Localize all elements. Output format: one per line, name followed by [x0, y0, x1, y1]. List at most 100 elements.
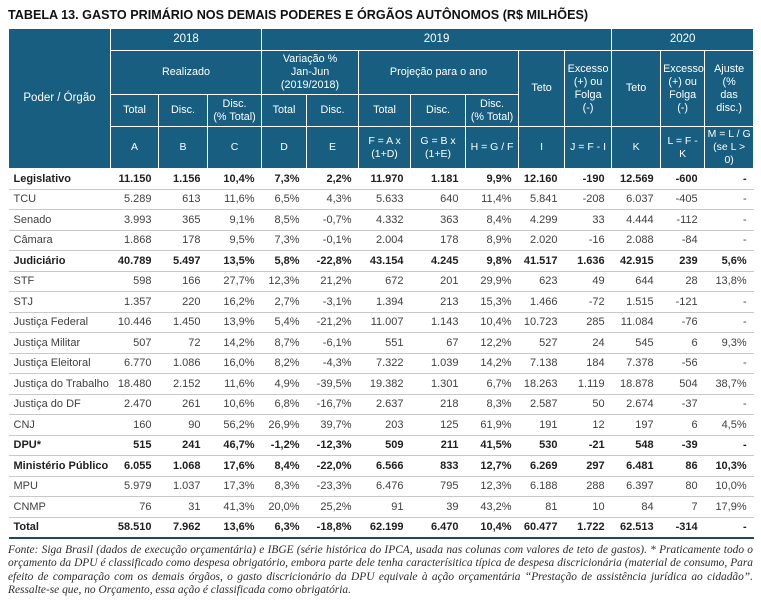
row-label: Justiça Federal	[8, 312, 111, 333]
cell-value: 507	[110, 332, 159, 354]
cell-value: 12.569	[611, 168, 661, 190]
cell-value: -600	[660, 168, 705, 190]
cell-value: -190	[564, 168, 612, 190]
cell-value: 4,9%	[261, 373, 307, 395]
cell-value: 1.119	[564, 373, 612, 395]
table-row: Ministério Público 6.055 1.068 17,6% 8,4% -22…	[8, 455, 754, 477]
cell-value: 644	[611, 271, 661, 292]
cell-value: -	[704, 168, 754, 190]
cell-value: -	[704, 230, 754, 251]
group-header-teto-2019: Teto	[518, 50, 566, 127]
cell-value: 2.637	[358, 394, 411, 415]
cell-value: -23,3%	[306, 476, 359, 497]
cell-value: -84	[660, 230, 705, 251]
cell-value: 2.004	[358, 230, 411, 251]
formula-c: C	[206, 126, 263, 169]
cell-value: 1.722	[564, 516, 612, 538]
cell-value: 5.497	[158, 250, 208, 272]
cell-value: 7.138	[518, 353, 565, 374]
cell-value: 7	[660, 496, 705, 518]
group-header-variacao: Variação % Jan-Jun (2019/2018)	[261, 50, 360, 95]
cell-value: 10,0%	[704, 476, 754, 497]
cell-value: 26,9%	[261, 414, 307, 436]
table-body: Legislativo 11.150 1.156 10,4% 7,3% 2,2% 11.97…	[8, 168, 754, 538]
cell-value: 201	[410, 271, 466, 292]
cell-value: 261	[158, 394, 208, 415]
cell-value: -	[704, 291, 754, 313]
cell-value: 363	[410, 209, 466, 231]
cell-value: 5,6%	[704, 250, 754, 272]
cell-value: 81	[518, 496, 565, 518]
row-label: Justiça Eleitoral	[8, 353, 111, 374]
cell-value: 2,2%	[306, 168, 359, 190]
group-header-ajuste: Ajuste (% das disc.)	[704, 50, 755, 127]
cell-value: 21,2%	[306, 271, 359, 292]
cell-value: -12,3%	[306, 434, 359, 456]
cell-value: -22,0%	[306, 455, 359, 477]
cell-value: 29,9%	[465, 271, 519, 292]
cell-value: 13,5%	[207, 250, 262, 272]
cell-value: -37	[660, 394, 705, 415]
cell-value: 8,4%	[261, 455, 307, 477]
cell-value: 11,6%	[207, 373, 262, 395]
cell-value: 6,8%	[261, 394, 307, 415]
formula-f: F = A x (1+D)	[358, 126, 412, 169]
cell-value: 184	[564, 353, 612, 374]
row-label: Justiça do Trabalho	[8, 373, 111, 395]
cell-value: -22,8%	[306, 250, 359, 272]
cell-value: 19.382	[358, 373, 411, 395]
cell-value: 14,2%	[465, 353, 519, 374]
cell-value: 62.513	[611, 516, 661, 538]
group-row: Realizado Variação % Jan-Jun (2019/2018)…	[9, 50, 755, 127]
cell-value: -76	[660, 312, 705, 333]
group-header-teto-2020: Teto	[611, 50, 662, 127]
cell-value: 1.039	[410, 353, 466, 374]
cell-value: 12,3%	[261, 271, 307, 292]
formula-j: J = F - I	[564, 126, 613, 169]
cell-value: 166	[158, 271, 208, 292]
year-row: Poder / Órgão 2018 2019 2020	[8, 28, 755, 169]
cell-value: 1.394	[358, 291, 411, 313]
cell-value: 7.962	[158, 516, 208, 538]
row-label: CNMP	[8, 496, 111, 518]
cell-value: 9,3%	[704, 332, 754, 354]
cell-value: 90	[158, 414, 208, 436]
budget-table: Poder / Órgão 2018 2019 2020 Realizado V…	[8, 28, 755, 539]
cell-value: -16,7%	[306, 394, 359, 415]
cell-value: 8,5%	[261, 209, 307, 231]
cell-value: 25,2%	[306, 496, 359, 518]
table-row: DPU* 515 241 46,7% -1,2% -12,3% 509 211 41,5% 530…	[8, 434, 754, 456]
cell-value: 504	[660, 373, 705, 395]
cell-value: 84	[611, 496, 661, 518]
cell-value: 288	[564, 476, 612, 497]
cell-value: 178	[410, 230, 466, 251]
cell-value: 17,6%	[207, 455, 262, 477]
cell-value: 76	[110, 496, 159, 518]
cell-value: 14,2%	[207, 332, 262, 354]
cell-value: 1.357	[110, 291, 159, 313]
cell-value: 10,4%	[465, 312, 519, 333]
formula-a: A	[110, 126, 159, 169]
cell-value: 10,6%	[207, 394, 262, 415]
cell-value: 5.289	[110, 189, 159, 210]
cell-value: 623	[518, 271, 565, 292]
cell-value: 67	[410, 332, 466, 354]
cell-value: -	[704, 434, 754, 456]
cell-value: 6	[660, 414, 705, 436]
cell-value: 6.470	[410, 516, 466, 538]
cell-value: -	[704, 209, 754, 231]
cell-value: 62.199	[358, 516, 411, 538]
cell-value: 6.055	[110, 455, 159, 477]
cell-value: 218	[410, 394, 466, 415]
row-label: Justiça Militar	[8, 332, 111, 354]
cell-value: 551	[358, 332, 411, 354]
cell-value: 42.915	[611, 250, 661, 272]
cell-value: 795	[410, 476, 466, 497]
cell-value: 527	[518, 332, 565, 354]
sub-header-total-f: Total	[358, 94, 412, 127]
cell-value: 43.154	[358, 250, 411, 272]
row-label: Total	[8, 516, 111, 538]
cell-value: 46,7%	[207, 434, 262, 456]
group-header-excesso-2020: Excesso (+) ou Folga (-)	[660, 50, 706, 127]
cell-value: 2,7%	[261, 291, 307, 313]
